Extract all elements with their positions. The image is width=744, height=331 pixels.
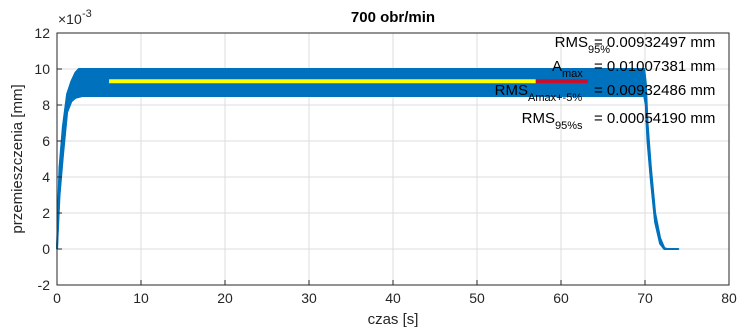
- y-tick-label: 2: [42, 205, 50, 221]
- y-tick-label: 0: [42, 241, 50, 257]
- y-tick-label: 6: [42, 133, 50, 149]
- x-tick-label: 60: [553, 290, 569, 306]
- annotation-rms-95s: RMS 95%s = 0.00054190 mm: [522, 110, 716, 132]
- annotation-rms-95s-base: RMS: [522, 110, 555, 127]
- x-tick-label: 0: [53, 290, 61, 306]
- x-tick-label: 50: [469, 290, 485, 306]
- x-tick-label: 10: [133, 290, 149, 306]
- y-exponent-power: -3: [82, 8, 92, 20]
- y-tick-label: 4: [42, 169, 50, 185]
- annotation-rms-amax: RMS Amax+-5% = 0.00932486 mm: [495, 82, 716, 104]
- annotation-rms-95s-sub: 95%s: [555, 120, 583, 132]
- y-tick-label: 8: [42, 97, 50, 113]
- annotation-rms-amax-value: = 0.00932486 mm: [594, 82, 715, 99]
- x-tick-label: 20: [217, 290, 233, 306]
- series-envelope-lower: [56, 95, 679, 250]
- chart-title: 700 obr/min: [351, 9, 435, 26]
- annotation-rms-amax-base: RMS: [495, 82, 528, 99]
- x-tick-label: 30: [301, 290, 317, 306]
- series-layer: [56, 68, 680, 250]
- y-tick-label: 12: [34, 25, 50, 41]
- x-tick-label: 80: [721, 290, 737, 306]
- annotation-amax-value: = 0.01007381 mm: [594, 58, 715, 75]
- annotation-rms-95-sub: 95%: [588, 44, 610, 56]
- y-tick-label: -2: [38, 277, 51, 293]
- annotation-rms-95-value: = 0.00932497 mm: [594, 34, 715, 51]
- annotation-rms-95-base: RMS: [555, 34, 588, 51]
- x-axis-label: czas [s]: [368, 311, 419, 328]
- annotation-rms-95s-value: = 0.00054190 mm: [594, 110, 715, 127]
- x-tick-label: 40: [385, 290, 401, 306]
- annotation-amax-sub: max: [562, 68, 583, 80]
- y-axis-label: przemieszczenia [mm]: [9, 84, 26, 233]
- annotations: RMS 95% = 0.00932497 mm A max = 0.010073…: [495, 34, 716, 132]
- annotation-rms-95: RMS 95% = 0.00932497 mm: [555, 34, 716, 56]
- y-tick-label: 10: [34, 61, 50, 77]
- annotation-amax: A max = 0.01007381 mm: [552, 58, 715, 80]
- annotation-amax-base: A: [552, 58, 562, 75]
- y-exponent-label: ×10 -3: [58, 8, 92, 27]
- y-exponent-base: ×10: [58, 11, 82, 27]
- x-tick-label: 70: [637, 290, 653, 306]
- annotation-rms-amax-sub: Amax+-5%: [528, 92, 582, 104]
